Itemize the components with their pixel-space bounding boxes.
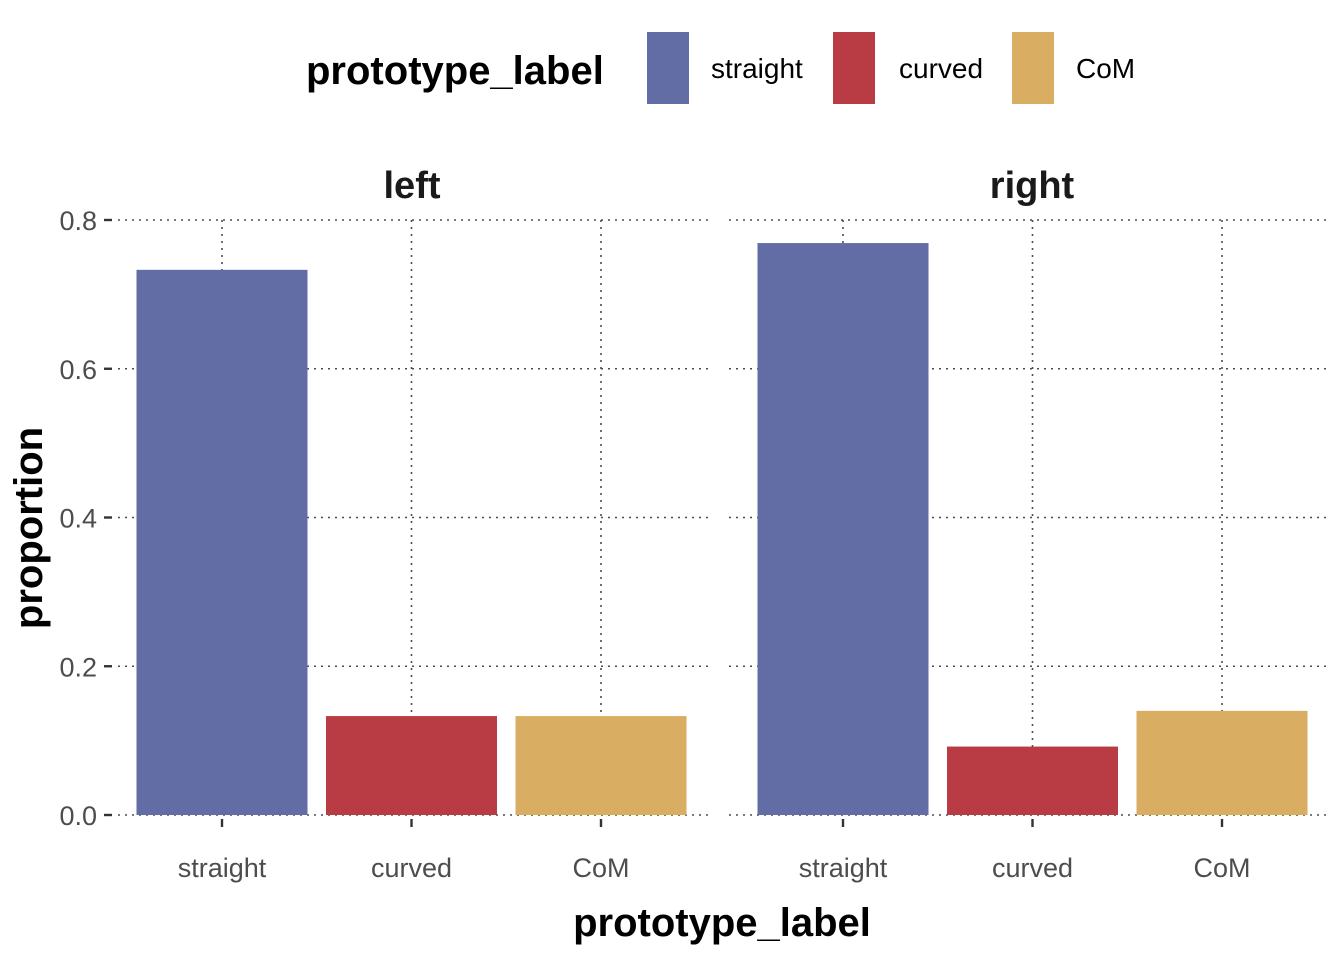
x-axis-title: prototype_label — [573, 901, 871, 945]
legend-label-straight: straight — [711, 53, 803, 84]
legend-label-curved: curved — [899, 53, 983, 84]
facet-panels: left straight curved CoM right straight curved… — [118, 165, 1330, 883]
legend-key-curved — [833, 32, 875, 104]
y-tick-label: 0.4 — [59, 504, 97, 534]
bar-right-curved — [947, 746, 1118, 815]
legend-key-com — [1012, 32, 1054, 104]
x-tick-label: curved — [371, 853, 452, 883]
facet-title-right: right — [990, 165, 1075, 207]
x-tick-label: straight — [799, 853, 888, 883]
x-tick-label: CoM — [572, 853, 629, 883]
y-axis: 0.0 0.2 0.4 0.6 0.8 — [59, 206, 112, 831]
legend-title: prototype_label — [306, 49, 604, 93]
facet-title-left: left — [384, 165, 441, 207]
panel-left: left straight curved CoM — [118, 165, 710, 883]
legend-label-com: CoM — [1076, 53, 1135, 84]
bar-left-curved — [326, 716, 497, 815]
y-tick-label: 0.6 — [59, 355, 97, 385]
bar-right-com — [1136, 710, 1308, 815]
x-tick-label: curved — [992, 853, 1073, 883]
legend-keys: straight curved CoM — [647, 32, 1135, 104]
legend-key-straight — [647, 32, 689, 104]
x-tick-label: CoM — [1193, 853, 1250, 883]
y-tick-label: 0.2 — [59, 652, 97, 682]
y-axis-title: proportion — [7, 427, 51, 629]
bar-left-straight — [136, 269, 308, 815]
y-tick-label: 0.0 — [59, 801, 97, 831]
y-tick-label: 0.8 — [59, 206, 97, 236]
panel-right: right straight curved CoM — [729, 165, 1330, 883]
legend: prototype_label straight curved CoM — [306, 32, 1135, 104]
bar-left-com — [515, 716, 687, 815]
x-tick-label: straight — [178, 853, 267, 883]
bar-right-straight — [757, 243, 929, 815]
